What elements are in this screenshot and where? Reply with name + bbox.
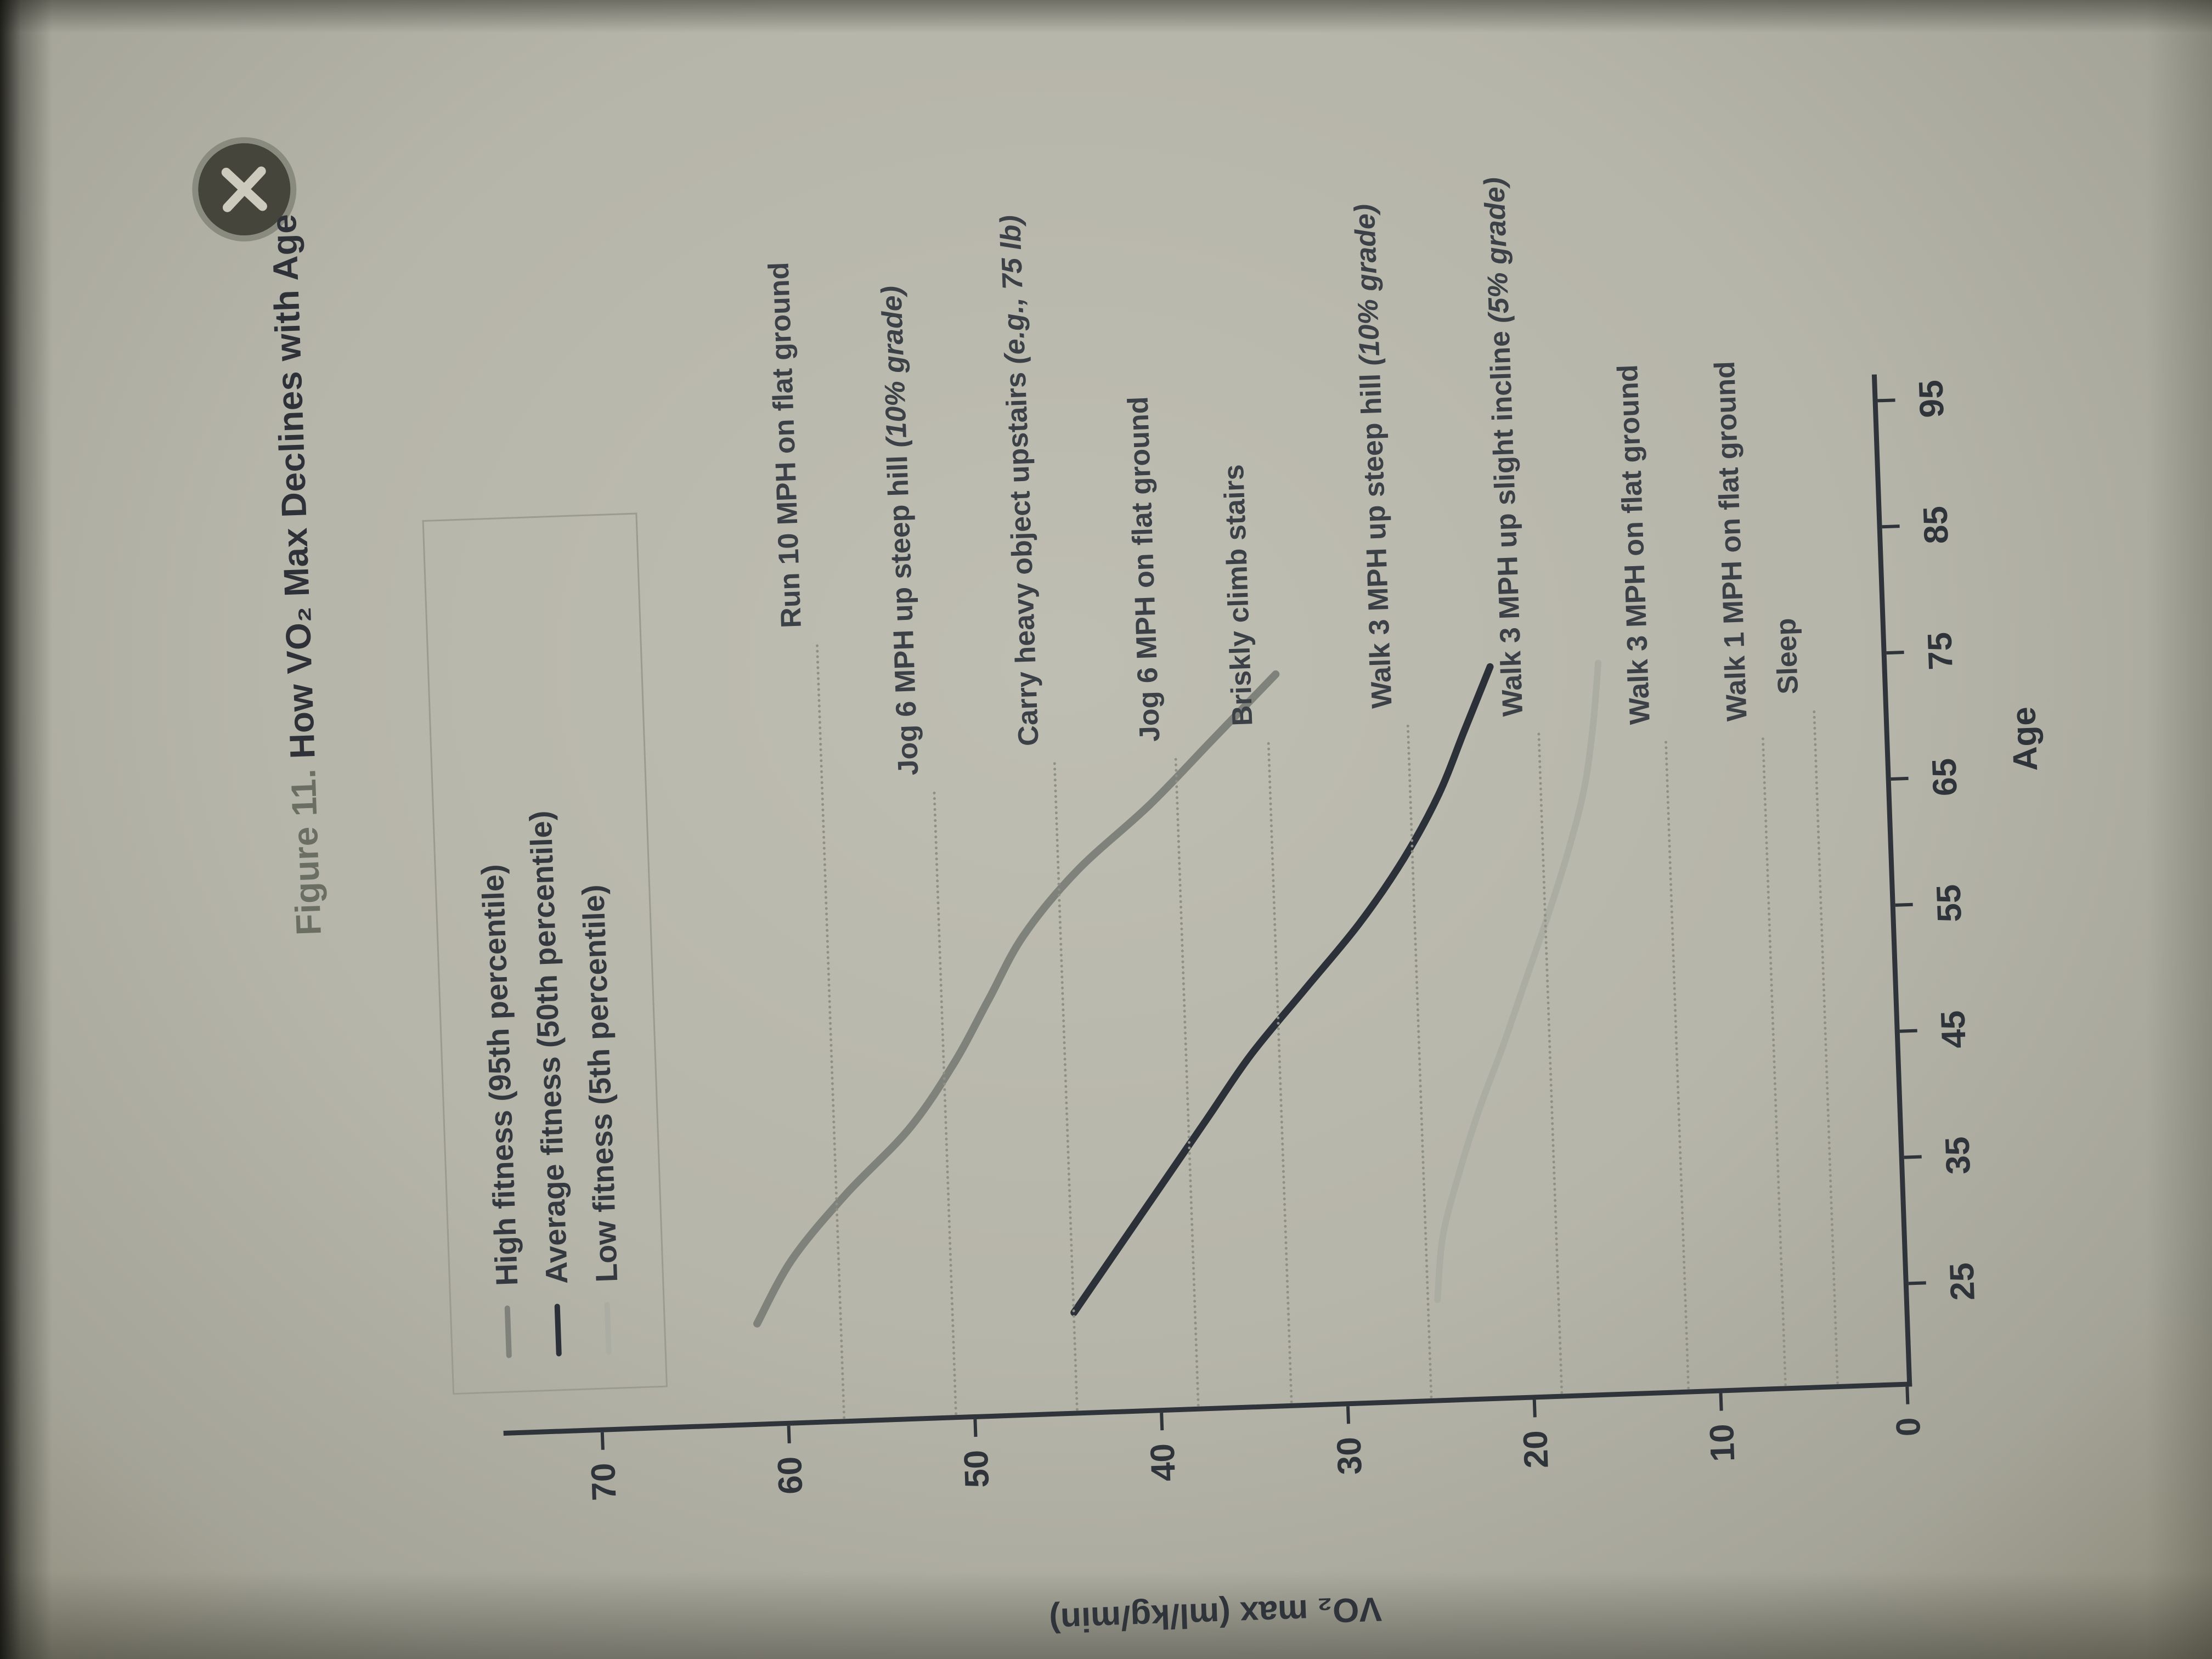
curve-average-fitness	[1070, 663, 1494, 1317]
y-tick-40	[1160, 1413, 1164, 1431]
y-tick-label-10: 10	[1703, 1423, 1742, 1463]
close-icon	[221, 166, 267, 212]
activity-label-note: (e.g., 75 lb)	[994, 215, 1032, 365]
activity-label-note: (10% grade)	[1348, 203, 1386, 366]
activity-label-text: Sleep	[1770, 617, 1805, 695]
y-tick-label-60: 60	[771, 1455, 810, 1495]
x-tick-95	[1877, 398, 1895, 403]
activity-label-note: (10% grade)	[876, 285, 913, 448]
y-tick-60	[787, 1425, 791, 1443]
x-tick-65	[1891, 776, 1909, 781]
x-tick-label-95: 95	[1912, 379, 1951, 419]
x-tick-25	[1908, 1281, 1926, 1285]
x-tick-label-55: 55	[1929, 883, 1969, 923]
y-tick-10	[1719, 1393, 1723, 1411]
y-tick-20	[1532, 1400, 1537, 1418]
x-tick-label-75: 75	[1921, 631, 1960, 671]
x-tick-label-25: 25	[1943, 1262, 1982, 1301]
x-tick-label-85: 85	[1916, 505, 1956, 545]
y-tick-30	[1346, 1406, 1351, 1424]
x-tick-85	[1882, 524, 1900, 529]
x-axis-title: Age	[2005, 706, 2045, 772]
curve-high-fitness	[753, 670, 1280, 1328]
y-tick-label-20: 20	[1516, 1430, 1556, 1469]
y-tick-label-30: 30	[1330, 1436, 1369, 1476]
close-button[interactable]	[190, 135, 298, 244]
y-tick-label-50: 50	[957, 1449, 997, 1489]
y-tick-0	[1905, 1386, 1910, 1404]
y-tick-label-70: 70	[584, 1462, 624, 1502]
x-tick-35	[1904, 1155, 1922, 1159]
y-tick-label-40: 40	[1143, 1442, 1183, 1482]
y-tick-50	[973, 1419, 978, 1437]
x-tick-label-65: 65	[1925, 757, 1965, 797]
y-tick-label-0: 0	[1889, 1417, 1928, 1437]
x-tick-75	[1886, 651, 1904, 655]
x-tick-label-45: 45	[1934, 1009, 1973, 1049]
curve-low-fitness	[1434, 659, 1602, 1304]
activity-label-9: Sleep	[1770, 618, 1805, 695]
activity-label-note: (5% grade)	[1478, 177, 1516, 324]
y-tick-70	[600, 1432, 605, 1450]
x-tick-45	[1899, 1029, 1917, 1033]
x-tick-label-35: 35	[1938, 1136, 1978, 1175]
x-tick-55	[1895, 902, 1913, 907]
